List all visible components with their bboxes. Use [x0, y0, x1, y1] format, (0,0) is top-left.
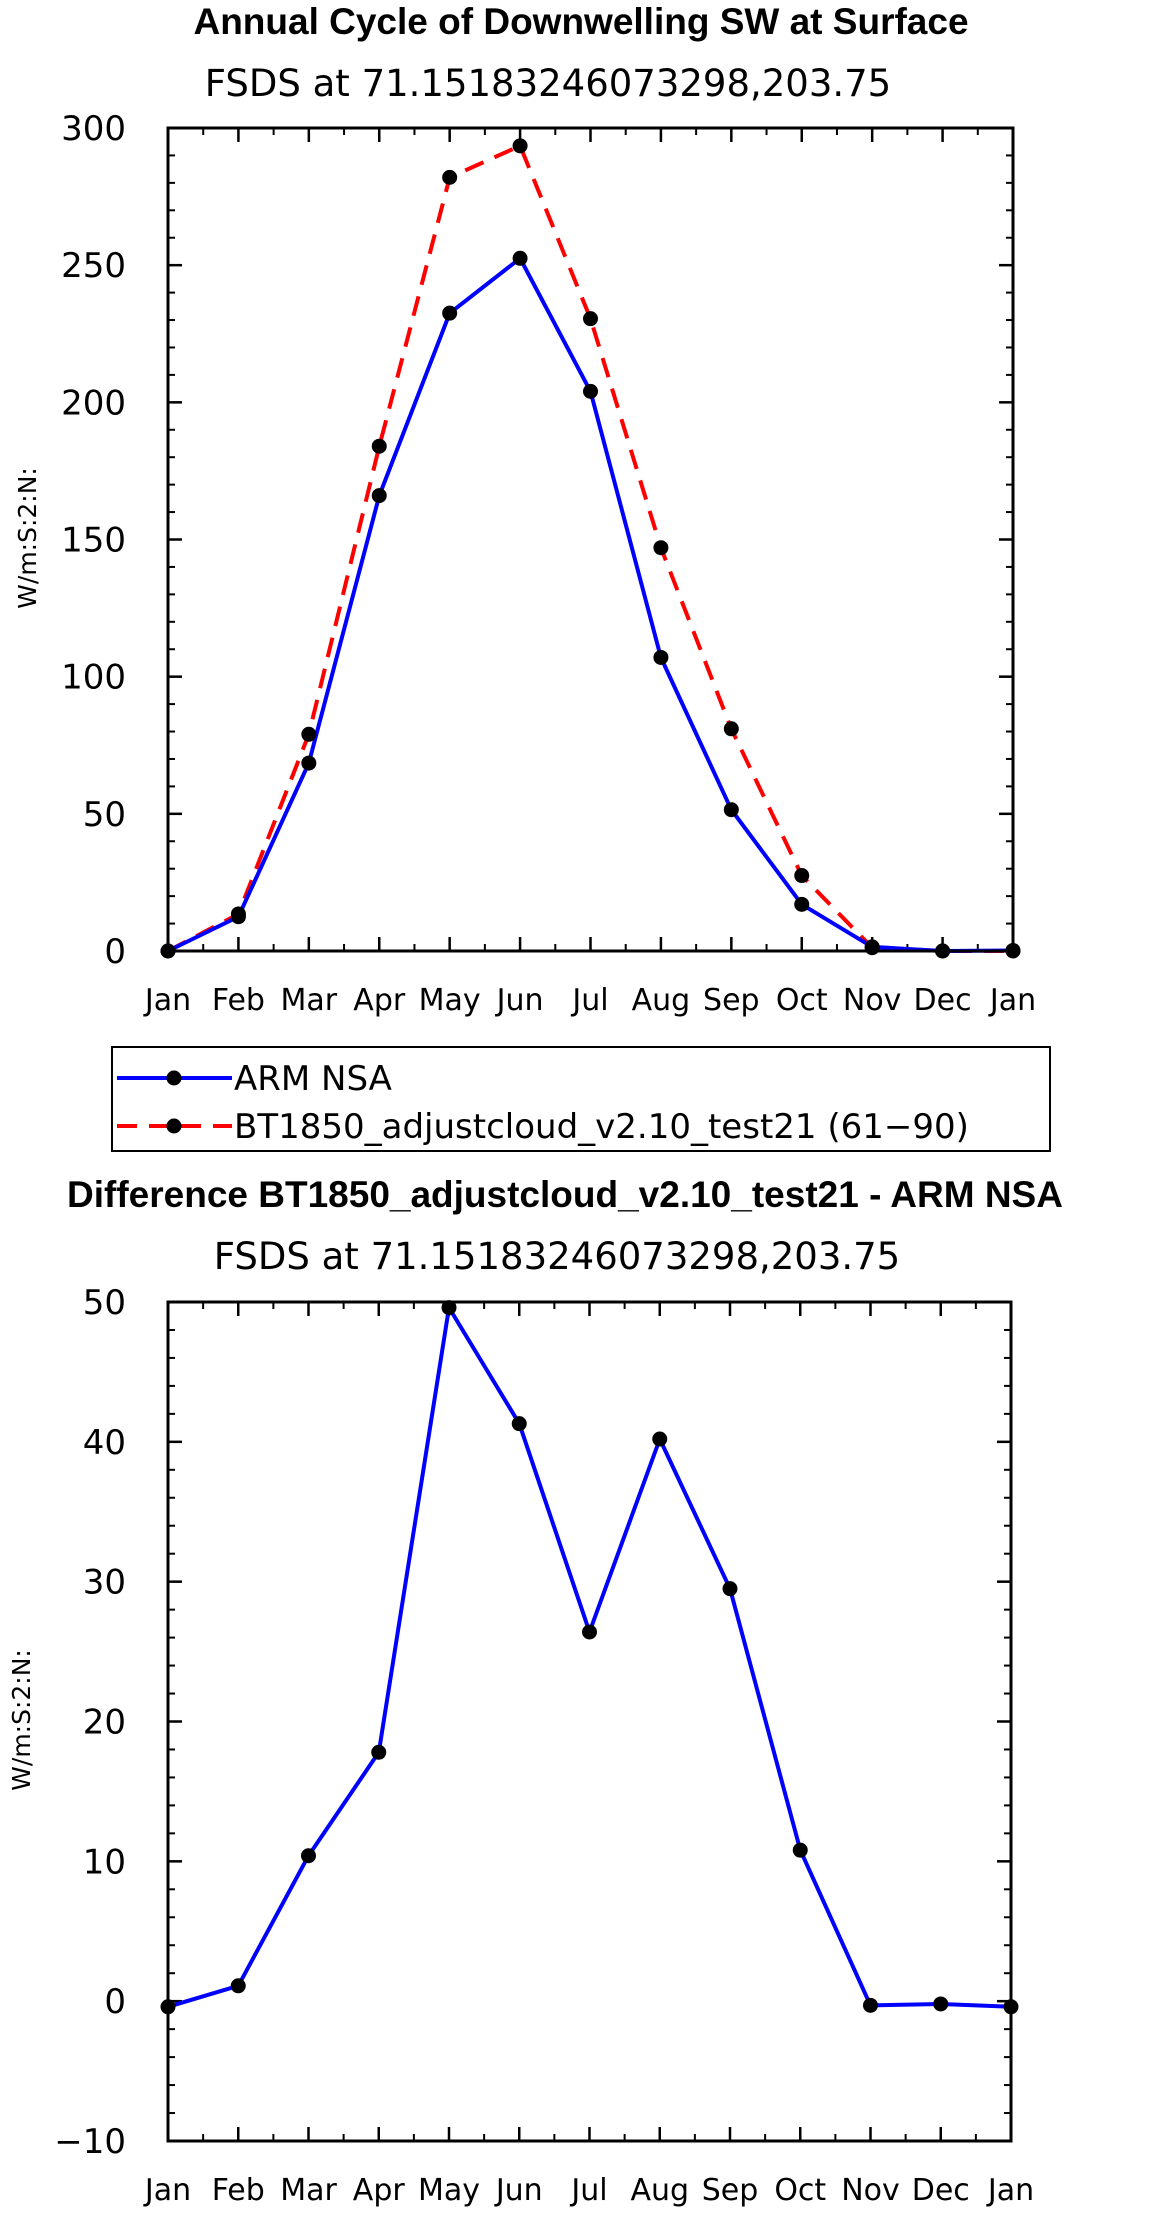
chart1-series-1-point	[371, 438, 387, 454]
legend-marker-arm-nsa	[166, 1070, 182, 1086]
chart2-ylabel: W/m:S:2:N:	[7, 1649, 36, 1791]
chart1-series-line-1	[167, 143, 1013, 953]
chart2-xtick-label: Jan	[986, 2173, 1034, 2208]
chart1-xtick-label: Jul	[570, 983, 608, 1018]
legend-label-arm-nsa: ARM NSA	[234, 1059, 392, 1099]
chart1-ytick-label: 250	[61, 246, 126, 286]
legend-marker-model	[166, 1118, 182, 1134]
chart2-series-0-point	[792, 1842, 808, 1858]
chart2-ytick-label: 30	[83, 1563, 126, 1603]
chart1-title: Annual Cycle of Downwelling SW at Surfac…	[193, 1, 968, 42]
chart1-series-0-point	[723, 802, 739, 818]
chart1-ytick-label: 150	[61, 521, 126, 561]
chart2-ytick-label: 50	[83, 1283, 126, 1323]
chart1-series-1-point	[442, 169, 458, 185]
chart1-ylabel: W/m:S:2:N:	[13, 467, 42, 609]
chart1-legend: ARM NSA BT1850_adjustcloud_v2.10_test21 …	[111, 1046, 1051, 1152]
chart1-ytick-label: 0	[104, 932, 126, 972]
chart2-series	[160, 1300, 1019, 2015]
chart2-ytick-label: −10	[54, 2122, 126, 2162]
legend-label-model: BT1850_adjustcloud_v2.10_test21 (61−90)	[234, 1107, 969, 1147]
chart2-xtick-label: Feb	[212, 2173, 265, 2208]
chart2-xtick-label: Sep	[702, 2173, 759, 2208]
chart1-xtick-label: May	[419, 983, 481, 1018]
chart2-y-tick-labels: −10 0 10 20 30 40 50	[54, 1283, 126, 2162]
chart2-series-0-point	[722, 1581, 738, 1597]
chart2-series-line-0	[167, 1305, 1012, 2009]
chart2-plot-frame	[166, 1300, 1013, 2143]
chart2-series-0-point	[441, 1300, 457, 1316]
chart1-series-0-point	[442, 305, 458, 321]
legend-entry-model: BT1850_adjustcloud_v2.10_test21 (61−90)	[117, 1107, 969, 1147]
chart1-xtick-label: Jun	[495, 983, 544, 1018]
chart2-tick-marks	[166, 1300, 1013, 2143]
chart1-xtick-label: Aug	[632, 983, 691, 1018]
chart1-xtick-label: Jan	[988, 983, 1036, 1018]
chart1-xtick-label: Jan	[143, 983, 191, 1018]
chart2-series-0-point	[863, 1997, 878, 2013]
chart2-ytick-label: 20	[83, 1703, 126, 1743]
chart1-xtick-label: Oct	[776, 983, 828, 1018]
chart2-ytick-label: 40	[83, 1423, 126, 1463]
chart2-xtick-label: Dec	[912, 2173, 970, 2208]
chart1-xtick-label: Apr	[353, 983, 406, 1018]
chart2-title: Difference BT1850_adjustcloud_v2.10_test…	[67, 1174, 1063, 1215]
chart1-plot-frame	[166, 126, 1015, 953]
chart2-series-0-point	[301, 1848, 316, 1864]
chart1-tick-marks	[166, 126, 1015, 953]
chart1-xtick-label: Mar	[281, 983, 338, 1018]
chart1-xtick-label: Dec	[914, 983, 972, 1018]
chart-difference: Difference BT1850_adjustcloud_v2.10_test…	[7, 1174, 1063, 2208]
chart2-xtick-label: Jun	[494, 2173, 543, 2208]
chart1-xtick-label: Sep	[703, 983, 760, 1018]
chart1-series-0-point	[230, 909, 246, 925]
chart2-subtitle: FSDS at 71.15183246073298,203.75	[214, 1235, 900, 1278]
chart1-series-1-point	[723, 721, 739, 737]
chart1-y-tick-labels: 0 50 100 150 200 250 300	[61, 109, 126, 972]
chart1-xtick-label: Feb	[212, 983, 265, 1018]
chart2-xtick-label: Mar	[280, 2173, 337, 2208]
legend-entry-arm-nsa: ARM NSA	[117, 1059, 392, 1099]
chart2-series-0-point	[230, 1978, 246, 1994]
chart2-xtick-label: Oct	[774, 2173, 826, 2208]
chart1-xtick-label: Nov	[843, 983, 902, 1018]
chart-annual-cycle: Annual Cycle of Downwelling SW at Surfac…	[13, 1, 1036, 1018]
chart2-series-0-point	[511, 1416, 527, 1432]
chart1-series-1-point	[653, 540, 669, 556]
chart1-series-0-point	[653, 649, 669, 665]
chart1-series-0-point	[583, 383, 598, 399]
chart2-series-0-point	[371, 1744, 387, 1760]
chart2-ytick-label: 0	[104, 1982, 126, 2022]
chart1-series-0-point	[512, 250, 528, 266]
legend-box	[111, 1046, 1051, 1152]
chart1-x-tick-labels: Jan Feb Mar Apr May Jun Jul Aug Sep Oct Nov Dec Jan	[143, 983, 1036, 1018]
chart2-x-tick-labels: Jan Feb Mar Apr May Jun Jul Aug Sep Oct Nov Dec Jan	[143, 2173, 1034, 2208]
chart2-series-0-point	[582, 1624, 597, 1640]
chart1-series-1-point	[583, 311, 598, 327]
chart1-ytick-label: 300	[61, 109, 126, 149]
chart1-ytick-label: 100	[61, 658, 126, 698]
chart2-xtick-label: Apr	[353, 2173, 406, 2208]
chart1-ytick-label: 50	[83, 795, 126, 835]
chart1-series-line-0	[167, 256, 1014, 953]
chart2-series-0-point	[652, 1431, 668, 1447]
chart2-xtick-label: Jan	[143, 2173, 191, 2208]
chart1-series-0-point	[794, 896, 810, 912]
chart2-xtick-label: May	[418, 2173, 480, 2208]
chart2-xtick-label: Nov	[841, 2173, 900, 2208]
chart1-series-1-point	[794, 868, 810, 884]
chart2-xtick-label: Aug	[630, 2173, 689, 2208]
chart2-ytick-label: 10	[83, 1842, 126, 1882]
chart1-series-0-point	[301, 755, 317, 771]
chart2-series-0-point	[933, 1996, 949, 2012]
chart1-series-1-point	[301, 726, 317, 742]
chart1-series	[160, 138, 1021, 959]
chart1-series-0-point	[371, 488, 387, 504]
chart2-xtick-label: Jul	[569, 2173, 607, 2208]
chart1-series-1-point	[512, 138, 528, 154]
chart1-ytick-label: 200	[61, 383, 126, 423]
chart1-subtitle: FSDS at 71.15183246073298,203.75	[205, 62, 891, 105]
